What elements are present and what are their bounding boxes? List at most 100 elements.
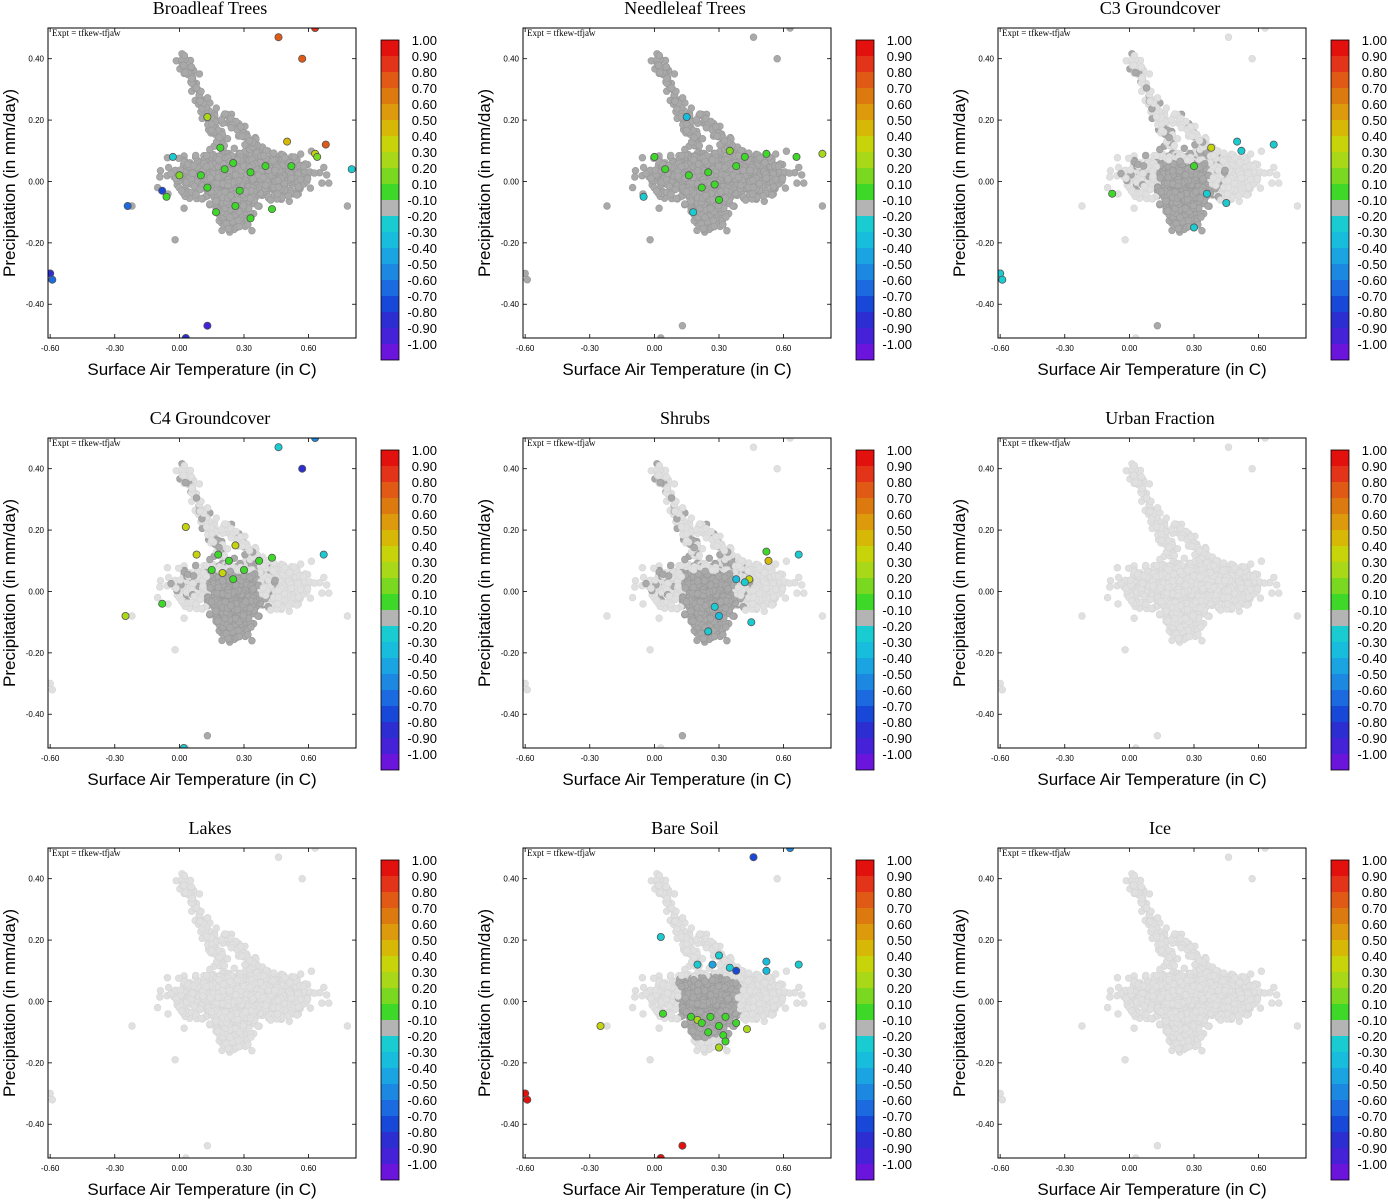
background-point — [197, 194, 206, 203]
data-point — [313, 152, 322, 161]
data-point — [123, 201, 132, 210]
colorbar-swatch — [856, 296, 874, 312]
background-point — [687, 197, 695, 205]
background-point — [226, 213, 234, 222]
background-point — [781, 184, 790, 192]
background-point — [793, 179, 801, 187]
x-axis-label: Surface Air Temperature (in C) — [562, 360, 791, 379]
colorbar-swatch — [381, 344, 399, 360]
background-point — [701, 157, 709, 166]
background-point — [785, 169, 794, 177]
data-point — [710, 180, 719, 189]
background-point — [652, 187, 661, 195]
data-point — [48, 275, 57, 284]
data-point — [203, 113, 212, 122]
colorbar-swatch — [856, 72, 874, 88]
background-point — [729, 202, 737, 210]
background-point — [156, 173, 164, 181]
y-tick-label: 0.20 — [28, 116, 44, 125]
background-point — [689, 156, 698, 164]
background-point — [234, 216, 243, 225]
colorbar-label: -0.80 — [882, 305, 912, 320]
background-point — [631, 173, 639, 181]
background-point — [206, 174, 215, 182]
x-tick-label: 0.60 — [301, 344, 317, 353]
data-point — [732, 162, 741, 171]
data-point — [311, 28, 320, 32]
background-point — [655, 204, 663, 212]
background-point — [195, 70, 204, 78]
background-point — [325, 179, 333, 187]
colorbar-label: -0.30 — [882, 225, 912, 240]
background-point — [746, 166, 754, 175]
background-point — [269, 157, 277, 165]
background-point — [761, 159, 769, 167]
colorbar-swatch — [381, 312, 399, 328]
colorbar-label: -1.00 — [407, 337, 437, 352]
background-point — [739, 166, 747, 175]
background-point — [293, 191, 301, 199]
background-point — [295, 183, 303, 191]
background-point — [759, 192, 767, 200]
background-point — [297, 150, 305, 158]
y-tick-label: -0.40 — [501, 300, 520, 309]
y-tick-label: 0.40 — [503, 55, 519, 64]
background-point — [192, 190, 200, 199]
colorbar-label: -0.40 — [407, 241, 437, 256]
data-point — [196, 171, 205, 180]
background-point — [1113, 154, 1122, 162]
data-point — [203, 321, 212, 330]
x-tick-label: 0.00 — [172, 344, 188, 353]
background-point — [670, 70, 679, 78]
background-point — [749, 33, 758, 41]
data-point — [175, 171, 184, 180]
x-tick-label: 0.00 — [647, 344, 663, 353]
y-tick-label: 0.20 — [503, 116, 519, 125]
data-point — [661, 165, 670, 174]
colorbar-label: -1.00 — [882, 337, 912, 352]
y-axis-label: Precipitation (in mm/day) — [0, 89, 19, 277]
background-point — [778, 175, 787, 183]
x-tick-label: 0.30 — [711, 344, 727, 353]
background-point — [262, 181, 270, 190]
background-point — [357, 163, 364, 170]
background-point — [1130, 204, 1138, 212]
background-point — [663, 74, 671, 83]
background-point — [206, 145, 214, 154]
colorbar-swatch — [856, 120, 874, 136]
x-tick-label: 0.30 — [236, 344, 252, 353]
colorbar-swatch — [856, 152, 874, 168]
background-point — [299, 162, 308, 171]
y-tick-label: 0.00 — [28, 177, 44, 186]
colorbar-swatch — [381, 88, 399, 104]
colorbar-swatch — [381, 200, 399, 216]
data-point — [762, 149, 771, 158]
background-point — [217, 116, 226, 124]
background-point — [667, 190, 675, 199]
colorbar-swatch — [381, 248, 399, 264]
colorbar-swatch — [381, 104, 399, 120]
background-point — [245, 137, 254, 145]
background-point — [241, 141, 249, 149]
background-point — [665, 182, 673, 191]
colorbar-label: 0.70 — [887, 81, 912, 96]
data-point — [168, 152, 177, 161]
background-point — [708, 195, 717, 204]
background-point — [713, 132, 721, 140]
colorbar-swatch — [381, 184, 399, 200]
background-point — [179, 61, 188, 70]
background-point — [651, 166, 659, 174]
data-point — [684, 171, 693, 180]
colorbar-label: -0.10 — [407, 193, 437, 208]
colorbar-swatch — [381, 280, 399, 296]
background-point — [274, 176, 282, 185]
background-point — [180, 51, 189, 60]
colorbar-label: -0.70 — [407, 289, 437, 304]
background-point — [690, 133, 698, 142]
background-point — [212, 197, 220, 205]
background-point — [1103, 183, 1112, 192]
y-tick-label: -0.40 — [26, 300, 45, 309]
background-point — [343, 202, 352, 210]
